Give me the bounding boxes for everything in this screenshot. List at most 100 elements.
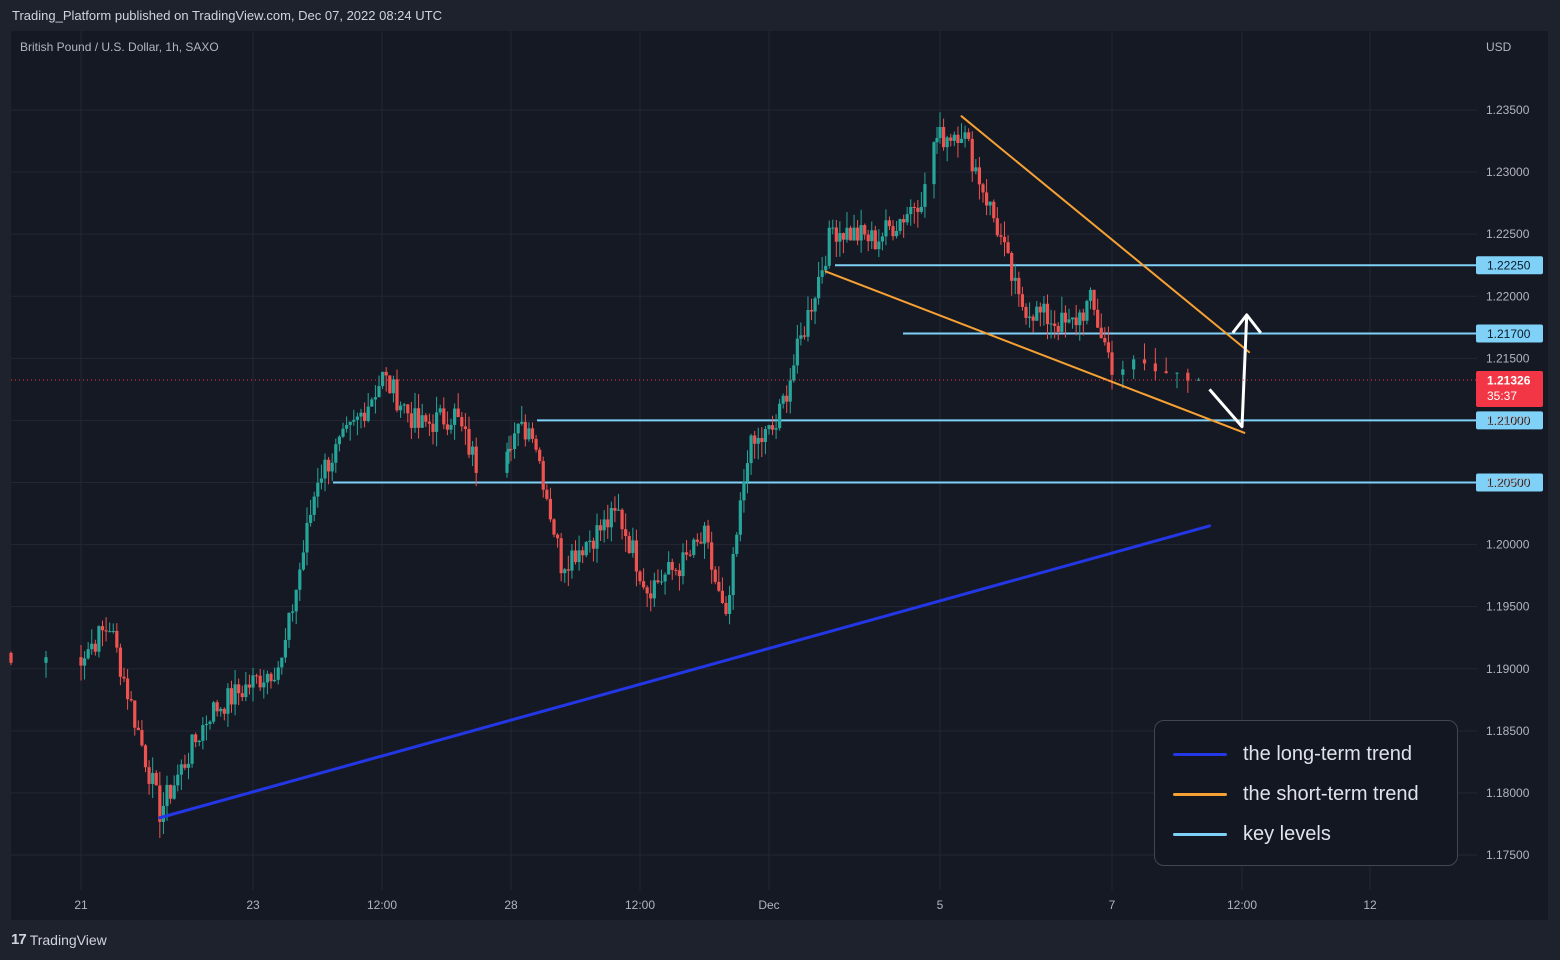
candle-body bbox=[981, 184, 985, 193]
candle-body bbox=[894, 230, 899, 237]
candle bbox=[460, 411, 464, 432]
candle bbox=[702, 521, 707, 559]
candle bbox=[959, 123, 964, 144]
candle bbox=[352, 409, 356, 426]
candle-body bbox=[645, 587, 649, 594]
candle-body bbox=[667, 562, 671, 575]
candle bbox=[373, 385, 377, 414]
candle-body bbox=[566, 569, 570, 571]
candle-body bbox=[870, 230, 874, 242]
candle-body bbox=[1038, 306, 1042, 313]
candle bbox=[240, 685, 244, 702]
candle-body bbox=[287, 612, 291, 640]
candle bbox=[870, 221, 874, 250]
candle bbox=[298, 562, 302, 602]
candle bbox=[186, 752, 191, 780]
candle-body bbox=[179, 764, 183, 775]
candle bbox=[251, 667, 255, 702]
candle-body bbox=[863, 225, 867, 235]
candle-body bbox=[161, 805, 166, 822]
candle bbox=[974, 159, 978, 175]
candle bbox=[222, 707, 226, 721]
candle-body bbox=[154, 772, 158, 786]
candle-body bbox=[695, 539, 699, 542]
candle-body bbox=[395, 379, 399, 411]
candle-body bbox=[247, 684, 252, 688]
candle-body bbox=[959, 138, 964, 143]
candle bbox=[674, 567, 678, 576]
candle bbox=[334, 438, 338, 473]
candle bbox=[1085, 299, 1089, 325]
candle-body bbox=[688, 554, 692, 556]
candle bbox=[634, 529, 639, 587]
key-level-badge-label: 1.21700 bbox=[1487, 327, 1531, 341]
candle-body bbox=[932, 142, 936, 185]
candle-body bbox=[1035, 306, 1039, 321]
candle bbox=[916, 200, 920, 228]
candle bbox=[1132, 355, 1136, 379]
candle-body bbox=[1078, 312, 1082, 326]
candle-body bbox=[763, 429, 768, 443]
candle bbox=[880, 232, 884, 251]
candle bbox=[1081, 308, 1085, 336]
candle bbox=[453, 403, 457, 440]
candle bbox=[581, 546, 585, 564]
candle-body bbox=[237, 684, 241, 694]
candle-body bbox=[999, 235, 1003, 237]
price-axis: 1.17500 1.18000 1.18500 1.19000 1.19500 1.200… bbox=[1486, 103, 1530, 862]
y-tick-label: 1.21000 bbox=[1486, 413, 1530, 427]
candle bbox=[894, 220, 899, 239]
candle bbox=[417, 394, 421, 439]
candle bbox=[602, 510, 606, 543]
candle-body bbox=[413, 408, 417, 428]
candle bbox=[384, 367, 388, 392]
candle-body bbox=[620, 509, 624, 530]
candle bbox=[663, 572, 667, 595]
candle-body bbox=[534, 438, 538, 450]
candle-body bbox=[831, 227, 835, 229]
candle bbox=[713, 566, 717, 585]
candle-body bbox=[902, 219, 906, 223]
candle-body bbox=[573, 550, 578, 563]
candle-body bbox=[581, 550, 585, 556]
footer[interactable]: 17 TradingView bbox=[11, 931, 107, 948]
candle-body bbox=[949, 137, 953, 141]
candle bbox=[541, 456, 545, 498]
candle-body bbox=[923, 184, 927, 207]
candle bbox=[656, 569, 660, 584]
candle-body bbox=[373, 397, 377, 400]
y-tick-label: 1.22000 bbox=[1486, 289, 1530, 303]
candle bbox=[262, 669, 266, 699]
candle bbox=[1017, 271, 1021, 307]
candle-body bbox=[363, 412, 367, 422]
candle bbox=[795, 324, 799, 374]
key-level-badge-label: 1.21000 bbox=[1487, 414, 1531, 428]
candle-body bbox=[1063, 312, 1068, 323]
candle-body bbox=[649, 593, 653, 599]
footer-brand[interactable]: TradingView bbox=[29, 931, 107, 948]
candle-body bbox=[702, 525, 707, 544]
candle bbox=[649, 580, 653, 612]
x-tick-label: 28 bbox=[504, 898, 518, 912]
candle-body bbox=[453, 408, 457, 425]
candle-body bbox=[1186, 372, 1190, 381]
candle bbox=[570, 543, 574, 579]
candle bbox=[413, 392, 417, 433]
candle bbox=[681, 543, 685, 585]
candle-body bbox=[327, 459, 331, 472]
candle-body bbox=[541, 461, 545, 490]
candle-body bbox=[941, 127, 946, 148]
candle-body bbox=[111, 630, 115, 632]
candle-body bbox=[591, 540, 596, 549]
candle-body bbox=[1042, 303, 1046, 313]
candle bbox=[445, 411, 449, 436]
candle-body bbox=[652, 580, 656, 599]
candle bbox=[215, 699, 219, 717]
candle bbox=[100, 620, 105, 647]
candle bbox=[183, 754, 187, 771]
candle-body bbox=[627, 536, 631, 554]
candle-body bbox=[409, 413, 413, 428]
candle bbox=[999, 223, 1003, 245]
candle-body bbox=[767, 425, 771, 430]
